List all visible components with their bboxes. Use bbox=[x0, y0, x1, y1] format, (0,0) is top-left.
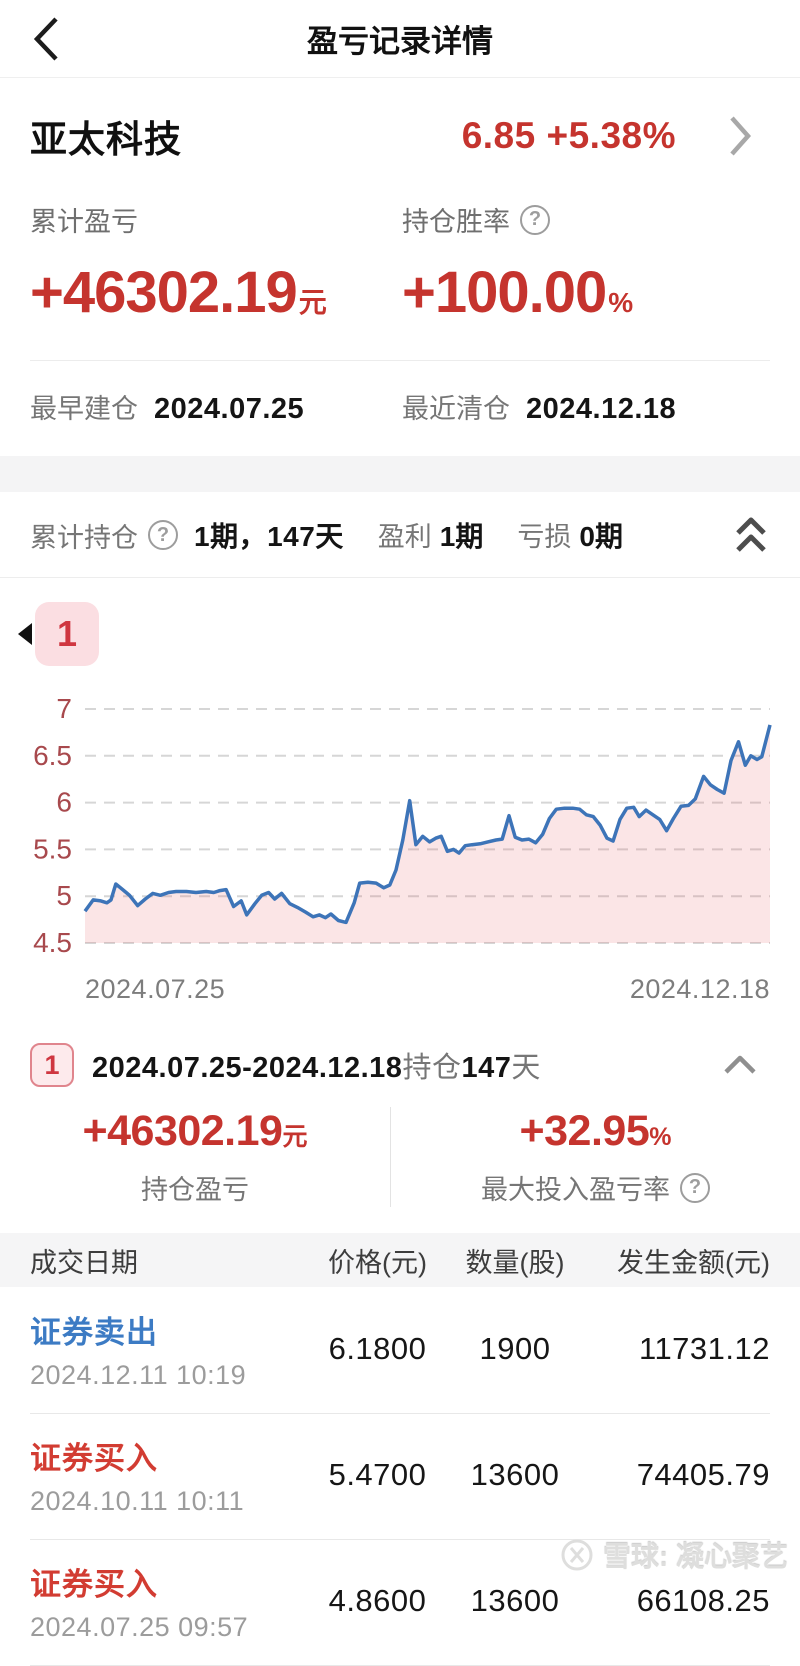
header: 盈亏记录详情 bbox=[0, 0, 800, 78]
section-separator bbox=[0, 456, 800, 492]
trade-action: 证券买入 bbox=[30, 1567, 158, 1602]
chart-start-date: 2024.07.25 bbox=[85, 974, 226, 1004]
svg-text:7: 7 bbox=[56, 693, 72, 724]
trades-table: 成交日期 价格(元) 数量(股) 发生金额(元) 证券卖出 2024.12.11… bbox=[0, 1233, 800, 1666]
svg-text:5: 5 bbox=[56, 880, 72, 911]
winrate-label: 持仓胜率 ? bbox=[402, 200, 770, 239]
table-row: 证券买入 2024.10.11 10:11 5.4700 13600 74405… bbox=[0, 1413, 800, 1539]
watermark-text: 雪球: 凝心聚艺 bbox=[602, 1541, 788, 1572]
holdings-periods: 1期，147天 bbox=[194, 521, 344, 552]
period-detail-card: 1 2024.07.25-2024.12.18持仓147天 +46302.19元… bbox=[0, 1025, 800, 1233]
collapse-icon[interactable] bbox=[722, 1054, 758, 1076]
stock-row[interactable]: 亚太科技 6.85 +5.38% bbox=[30, 108, 770, 164]
winrate-value: +100.00% bbox=[402, 260, 634, 325]
trade-qty: 1900 bbox=[479, 1331, 551, 1366]
trade-qty: 13600 bbox=[470, 1583, 560, 1618]
holdings-summary-bar: 累计持仓 ? 1期，147天 盈利 1期 亏损 0期 bbox=[0, 492, 800, 578]
stock-quote: 6.85 +5.38% bbox=[461, 115, 676, 156]
cumulative-pl-value: +46302.19元 bbox=[30, 260, 327, 325]
trade-price: 6.1800 bbox=[328, 1331, 427, 1366]
trade-datetime: 2024.10.11 10:11 bbox=[30, 1486, 245, 1516]
back-button[interactable] bbox=[30, 14, 74, 64]
col-trade-date: 成交日期 bbox=[30, 1247, 138, 1278]
trade-amount: 74405.79 bbox=[636, 1457, 770, 1492]
first-open-date: 最早建仓 2024.07.25 bbox=[30, 393, 305, 425]
help-icon[interactable]: ? bbox=[148, 520, 178, 550]
table-header-row: 成交日期 价格(元) 数量(股) 发生金额(元) bbox=[0, 1233, 800, 1287]
svg-text:6.5: 6.5 bbox=[33, 740, 72, 771]
stock-name: 亚太科技 bbox=[30, 119, 182, 160]
col-quantity: 数量(股) bbox=[465, 1247, 565, 1278]
scroll-left-triangle-icon bbox=[18, 623, 32, 645]
svg-text:6: 6 bbox=[56, 787, 72, 818]
trade-datetime: 2024.07.25 09:57 bbox=[30, 1612, 249, 1642]
trade-amount: 11731.12 bbox=[639, 1331, 770, 1366]
svg-text:5.5: 5.5 bbox=[33, 833, 72, 864]
period-1-badge: 1 bbox=[30, 1043, 74, 1087]
trade-datetime: 2024.12.11 10:19 bbox=[30, 1360, 247, 1390]
chevron-right-icon[interactable] bbox=[728, 114, 752, 158]
help-icon[interactable]: ? bbox=[520, 204, 550, 235]
svg-text:4.5: 4.5 bbox=[33, 927, 72, 958]
watermark: 雪球: 凝心聚艺 bbox=[559, 1535, 788, 1575]
period-1-chart-badge[interactable]: 1 bbox=[35, 602, 99, 666]
stock-summary-section: 亚太科技 6.85 +5.38% 累计盈亏 持仓胜率 ? +46302.19元 … bbox=[0, 78, 800, 456]
back-chevron-icon bbox=[33, 17, 58, 61]
period-title: 2024.07.25-2024.12.18持仓147天 bbox=[92, 1052, 541, 1084]
trade-action: 证券卖出 bbox=[30, 1315, 158, 1350]
help-icon[interactable]: ? bbox=[680, 1172, 710, 1203]
trade-amount: 66108.25 bbox=[636, 1583, 770, 1618]
trade-price: 5.4700 bbox=[328, 1457, 427, 1492]
period-pl-stat: +46302.19元 持仓盈亏 bbox=[82, 1107, 308, 1205]
trade-qty: 13600 bbox=[470, 1457, 560, 1492]
price-area-chart: 7 6.5 6 5.5 5 4.5 bbox=[33, 693, 772, 958]
chart-end-date: 2024.12.18 bbox=[629, 974, 770, 1004]
period-roi-stat: +32.95% 最大投入盈亏率 ? bbox=[390, 1107, 800, 1207]
page-title: 盈亏记录详情 bbox=[307, 24, 493, 59]
col-amount: 发生金额(元) bbox=[617, 1247, 770, 1278]
col-price: 价格(元) bbox=[328, 1247, 427, 1278]
xueqiu-logo-icon bbox=[561, 1539, 593, 1571]
holdings-label: 累计持仓 ? bbox=[30, 516, 178, 555]
cumulative-pl-label: 累计盈亏 bbox=[30, 207, 138, 237]
divider bbox=[30, 360, 770, 361]
trade-price: 4.8600 bbox=[328, 1583, 427, 1618]
last-close-date: 最近清仓 2024.12.18 bbox=[402, 393, 677, 425]
loss-periods: 亏损 0期 bbox=[517, 521, 623, 552]
price-chart-card: 1 7 6.5 6 5.5 5 4.5 2024.07.25 2024.12.18 bbox=[0, 602, 800, 1025]
profit-periods: 盈利 1期 bbox=[377, 521, 484, 552]
table-row: 证券卖出 2024.12.11 10:19 6.1800 1900 11731.… bbox=[0, 1287, 800, 1413]
collapse-all-icon[interactable] bbox=[732, 512, 770, 558]
trade-action: 证券买入 bbox=[30, 1441, 158, 1476]
